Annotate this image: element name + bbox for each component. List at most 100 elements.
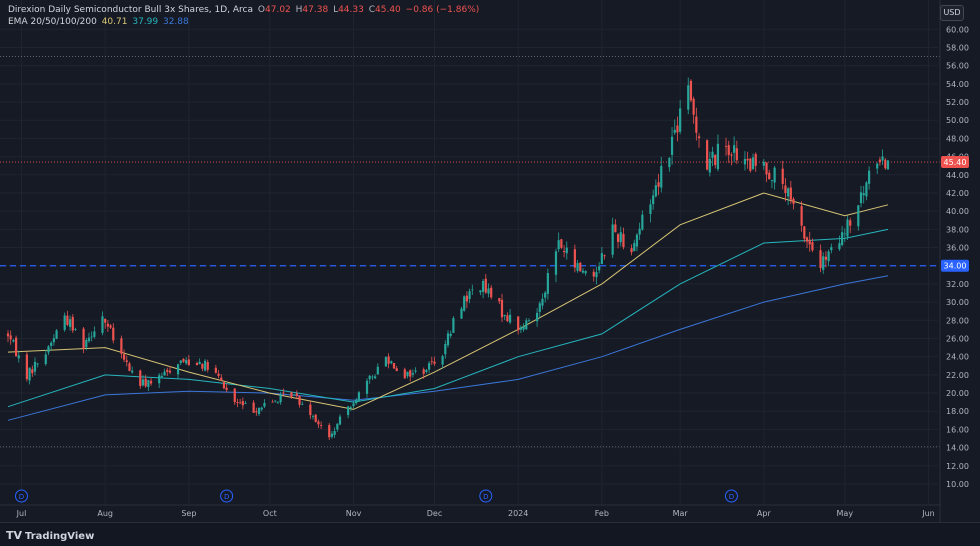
candle-body [884, 159, 887, 169]
candle-body [338, 416, 342, 425]
candle-body [301, 403, 304, 405]
candle-body [465, 295, 468, 302]
candle-body [695, 116, 698, 133]
candle-body [484, 278, 487, 293]
candle-body [163, 371, 166, 376]
tv-logo-icon: 𝗧𝗩 [6, 529, 23, 542]
candle-body [85, 339, 88, 348]
candle-body [365, 380, 369, 394]
candle-body [195, 362, 199, 365]
high-value: 47.38 [302, 5, 329, 15]
candle-body [101, 316, 104, 333]
tradingview-logo[interactable]: 𝗧𝗩 TradingView [6, 529, 94, 542]
candle-body [239, 402, 242, 404]
candle-body [411, 373, 415, 375]
candle-body [374, 376, 377, 379]
candle-body [560, 239, 563, 248]
candle-body [220, 377, 223, 381]
candle-body [841, 232, 844, 245]
candle-body [581, 270, 585, 273]
candle-body [768, 172, 771, 180]
candle-body [446, 333, 450, 346]
candle-body [562, 251, 566, 253]
candle-body [168, 370, 172, 373]
candle-body [222, 382, 226, 389]
candle-body [31, 369, 34, 374]
price-chart[interactable]: 10.00 12.00 14.00 16.00 18.00 20.00 22.00 24.00… [0, 0, 980, 522]
candle-body [149, 380, 153, 384]
candle-body [90, 336, 93, 338]
candle-body [293, 394, 296, 396]
dividend-marker-label: D [483, 493, 488, 501]
candle-body [317, 421, 320, 425]
level-tag-bg [941, 259, 969, 272]
candle-body [697, 136, 701, 139]
candle-body [460, 308, 463, 319]
candle-body [203, 360, 207, 371]
candle-body [147, 380, 150, 388]
candle-body [120, 338, 123, 354]
symbol-row: Direxion Daily Semiconductor Bull 3x Sha… [8, 4, 481, 16]
candle-body [784, 185, 787, 194]
candle-body [144, 378, 147, 387]
ema50-line [7, 228, 889, 408]
candle-body [6, 333, 10, 337]
candle-body [676, 125, 679, 133]
candle-body [185, 360, 188, 364]
price-axis[interactable]: 10.00 12.00 14.00 16.00 18.00 20.00 22.00 24.00… [939, 0, 969, 522]
candle-body [428, 363, 431, 370]
candle-body [746, 158, 749, 161]
price-tick-label: 36.00 [946, 244, 969, 253]
candle-body [503, 315, 506, 317]
change-value: −0.86 (−1.86%) [405, 5, 480, 15]
candle-body [541, 298, 544, 306]
price-tick-label: 20.00 [946, 389, 969, 398]
candle-body [468, 291, 471, 300]
candle-body [886, 160, 890, 170]
candle-body [106, 323, 109, 327]
candle-body [263, 402, 266, 407]
candle-body [12, 340, 15, 342]
open-label: O [257, 5, 265, 15]
time-tick-label: Aug [97, 509, 113, 518]
candle-body [122, 354, 126, 360]
candle-body [314, 414, 317, 422]
candle-body [279, 394, 282, 403]
dividend-marker [724, 489, 738, 503]
candle-body [357, 392, 361, 402]
candle-body [68, 319, 72, 327]
candle-body [603, 255, 606, 257]
candle-body [298, 396, 301, 405]
candle-body [711, 151, 714, 158]
high-label: H [295, 5, 303, 15]
price-tick-label: 18.00 [946, 407, 969, 416]
symbol-title[interactable]: Direxion Daily Semiconductor Bull 3x Sha… [8, 5, 254, 15]
ema-label[interactable]: EMA 20/50/100/200 [8, 17, 97, 27]
candle-body [406, 371, 409, 377]
candle-body [282, 392, 285, 394]
candle-body [660, 165, 663, 188]
candle-body [770, 180, 774, 182]
candle-body [422, 369, 425, 374]
currency-button[interactable]: USD [940, 5, 964, 21]
candle-body [201, 363, 204, 369]
candle-body [519, 327, 522, 330]
candle-body [139, 370, 142, 386]
candle-body [727, 145, 730, 155]
candle-body [576, 263, 579, 271]
candle-body [387, 356, 390, 364]
candle-body [554, 251, 558, 275]
candle-body [449, 333, 452, 336]
price-tick-label: 50.00 [946, 116, 969, 125]
candle-body [490, 287, 493, 298]
close-label: C [368, 5, 376, 15]
candle-body [792, 198, 795, 204]
candle-body [649, 204, 652, 214]
price-tick-label: 38.00 [946, 225, 969, 234]
candle-body [525, 320, 528, 330]
time-axis[interactable]: Jul Aug Sep Oct Nov Dec 2024 Feb Mar Apr May Jun [0, 504, 940, 518]
candle-body [74, 329, 77, 330]
candle-body [735, 148, 738, 161]
candle-body [87, 337, 91, 342]
candle-body [838, 243, 841, 250]
